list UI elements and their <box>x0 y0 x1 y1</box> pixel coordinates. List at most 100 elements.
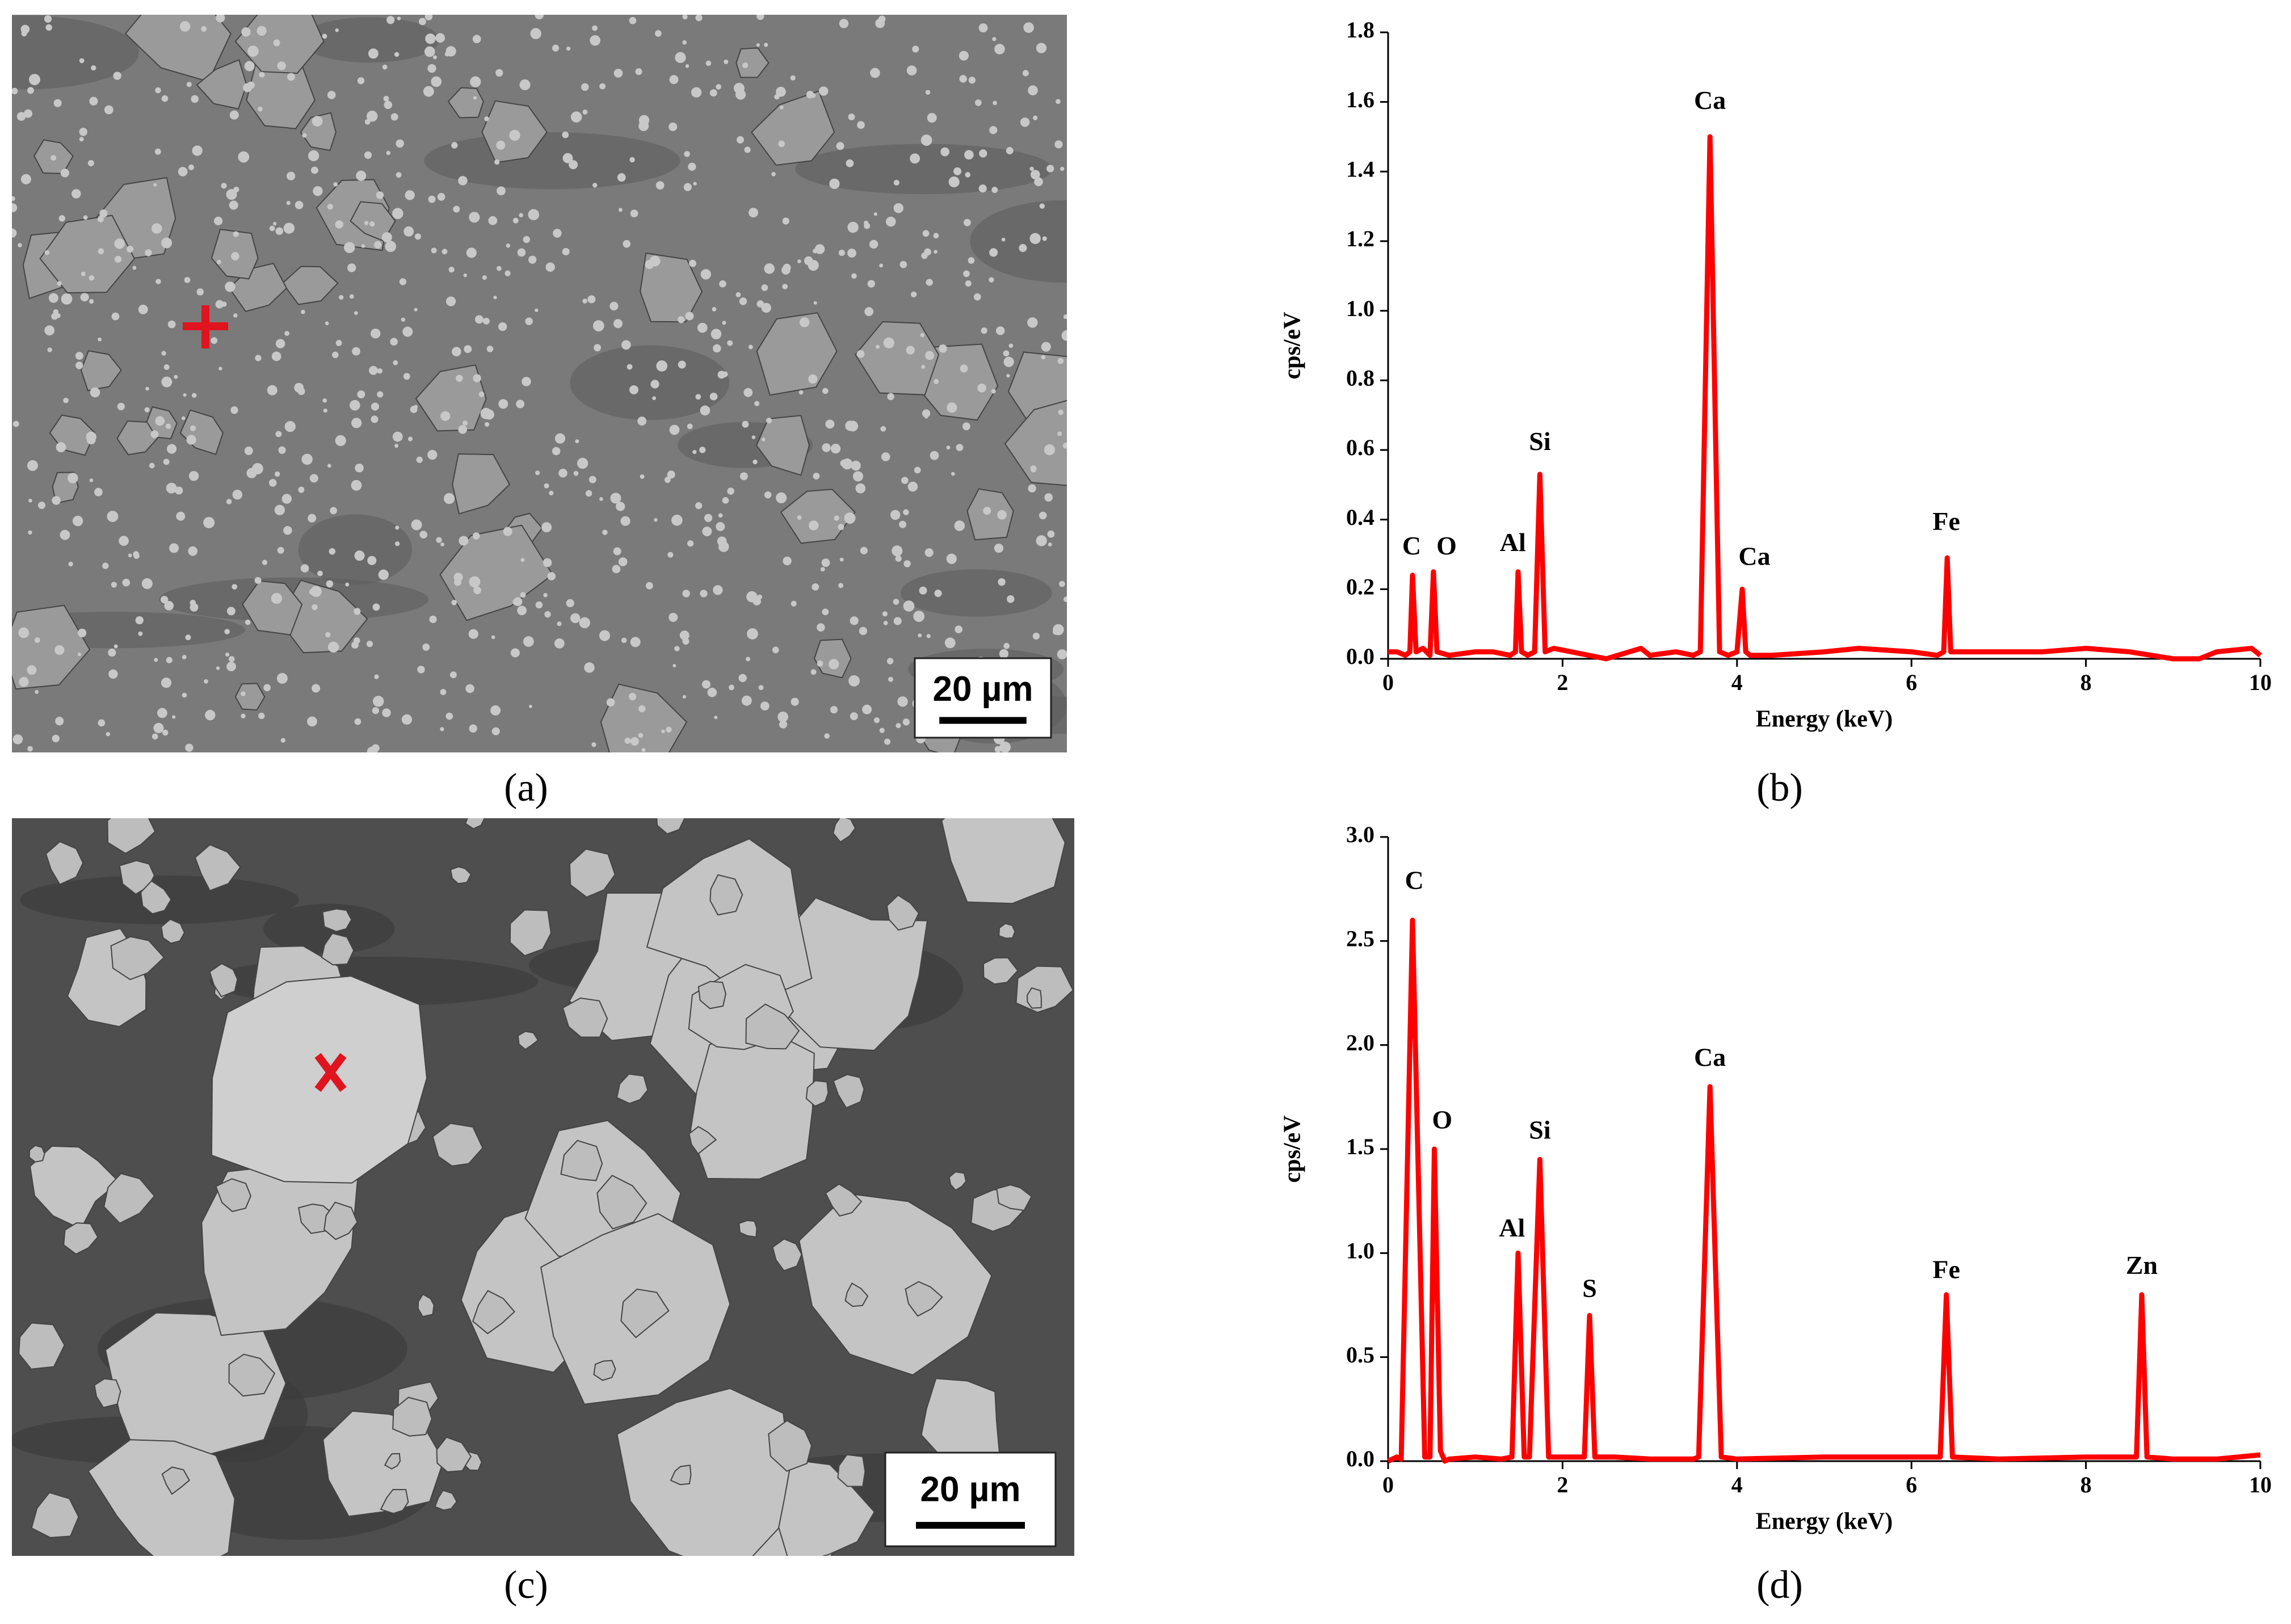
speck <box>339 294 344 300</box>
speck <box>325 321 329 326</box>
speck <box>669 424 680 435</box>
speck <box>946 445 951 450</box>
speck <box>376 191 384 199</box>
x-tick-label: 0 <box>1382 1472 1394 1497</box>
speck <box>108 648 116 657</box>
speck <box>554 433 566 444</box>
speck <box>691 87 702 98</box>
speck <box>27 87 34 94</box>
speck <box>682 590 690 598</box>
speck <box>544 483 549 489</box>
speck <box>777 711 788 722</box>
speck <box>613 319 623 329</box>
speck <box>630 209 638 218</box>
particle <box>756 312 838 396</box>
speck <box>75 352 83 360</box>
speck <box>354 550 365 561</box>
speck <box>813 301 817 305</box>
speck <box>628 693 637 701</box>
speck <box>45 24 52 31</box>
speck <box>921 365 926 369</box>
speck <box>685 64 690 68</box>
speck <box>1044 444 1056 456</box>
speck <box>186 82 192 87</box>
speck <box>370 329 381 339</box>
y-tick-label: 0.6 <box>1346 435 1374 460</box>
speck <box>956 444 964 452</box>
speck <box>618 557 628 566</box>
speck <box>491 635 495 639</box>
speck <box>453 205 460 213</box>
speck <box>204 679 208 684</box>
speck <box>122 578 131 587</box>
x-tick-label: 0 <box>1382 670 1394 695</box>
speck <box>191 393 197 398</box>
speck <box>431 247 437 254</box>
speck <box>57 281 62 286</box>
speck <box>912 45 919 53</box>
speck <box>735 292 741 297</box>
speck <box>89 275 95 281</box>
particle <box>384 1453 401 1470</box>
y-tick-label: 1.0 <box>1346 296 1374 321</box>
speck <box>377 391 384 398</box>
speck <box>28 74 40 86</box>
speck <box>913 611 925 622</box>
speck <box>175 486 183 495</box>
particle <box>941 818 1066 904</box>
speck <box>435 33 445 43</box>
speck <box>414 308 418 312</box>
speck <box>924 548 934 557</box>
speck <box>374 674 379 679</box>
speck <box>327 641 339 653</box>
speck <box>188 164 194 170</box>
speck <box>903 600 915 612</box>
speck <box>432 55 437 60</box>
speck <box>738 674 747 683</box>
speck <box>797 515 802 520</box>
speck <box>427 64 436 73</box>
speck <box>808 374 818 384</box>
speck <box>844 512 856 524</box>
particle <box>844 1282 869 1307</box>
speck <box>27 746 33 752</box>
speck <box>284 421 296 432</box>
speck <box>934 250 938 254</box>
speck <box>150 430 159 439</box>
speck <box>78 628 87 638</box>
speck <box>369 221 375 227</box>
speck <box>829 178 840 190</box>
speck <box>138 304 148 314</box>
speck <box>445 712 453 720</box>
speck <box>172 715 176 719</box>
speck <box>181 416 186 420</box>
speck <box>1022 70 1029 77</box>
speck <box>700 590 708 598</box>
speck <box>179 21 191 32</box>
speck <box>366 111 378 122</box>
speck <box>274 471 280 477</box>
speck <box>1034 177 1043 187</box>
speck <box>431 76 442 87</box>
speck <box>934 378 939 384</box>
speck <box>930 451 939 460</box>
speck <box>335 340 342 346</box>
speck <box>458 176 468 186</box>
speck <box>313 186 323 196</box>
speck <box>374 241 382 249</box>
speck <box>1028 484 1036 493</box>
speck <box>979 149 987 158</box>
speck <box>231 252 239 260</box>
speck <box>161 678 172 688</box>
panel-label: (d) <box>1756 1563 1803 1607</box>
speck <box>798 390 804 395</box>
speck <box>520 592 526 598</box>
speck <box>791 697 799 706</box>
speck <box>746 657 751 662</box>
speck <box>682 40 687 45</box>
particle <box>905 1281 943 1317</box>
speck <box>830 706 838 714</box>
speck <box>727 487 734 495</box>
speck <box>280 738 286 743</box>
speck <box>55 717 64 726</box>
